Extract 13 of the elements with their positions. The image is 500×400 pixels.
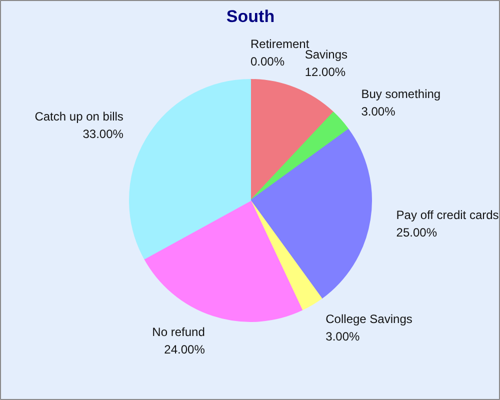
slice-label: College Savings: [326, 312, 412, 326]
data-label: 3.00%: [361, 104, 396, 119]
chart-title: South: [226, 7, 275, 26]
data-label: 12.00%: [304, 64, 346, 79]
slice-label: Pay off credit cards: [396, 208, 499, 222]
data-label: 24.00%: [164, 342, 206, 357]
slice-label: Buy something: [361, 87, 441, 102]
data-label: 3.00%: [326, 329, 360, 344]
data-label: 25.00%: [396, 225, 438, 240]
slice-label: Catch up on bills: [34, 110, 124, 124]
text: 0.00%: [250, 54, 285, 69]
data-label: 33.00%: [82, 127, 124, 142]
slice-label: No refund: [152, 325, 205, 340]
